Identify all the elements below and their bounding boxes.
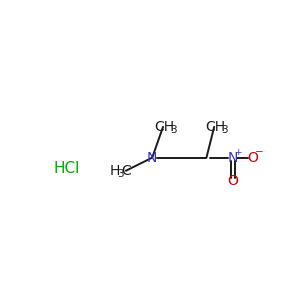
Text: 3: 3 (170, 125, 176, 135)
Text: 3: 3 (117, 169, 124, 179)
Text: −: − (255, 147, 263, 157)
Text: HCl: HCl (54, 161, 80, 176)
Text: CH: CH (154, 120, 175, 134)
Text: H: H (110, 164, 120, 178)
Text: +: + (235, 148, 242, 157)
Text: N: N (228, 151, 238, 165)
Text: N: N (147, 151, 158, 165)
Text: O: O (248, 151, 258, 165)
Text: C: C (121, 164, 131, 178)
Text: O: O (227, 174, 238, 188)
Text: 3: 3 (221, 125, 228, 135)
Text: CH: CH (206, 120, 226, 134)
